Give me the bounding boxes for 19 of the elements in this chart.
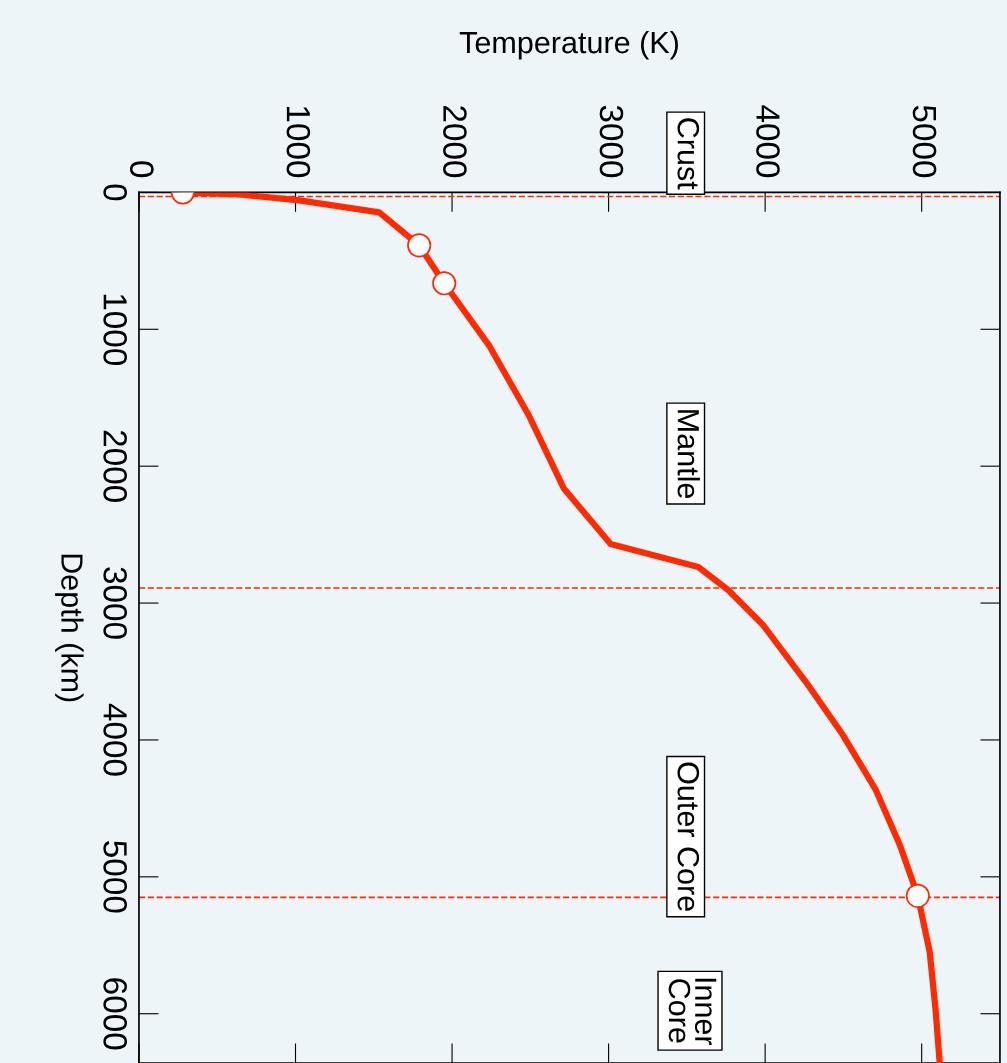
x-tick-label: 5000 <box>912 105 937 178</box>
annotation: Mantle <box>677 410 700 499</box>
x-tick-label: 1000 <box>286 106 311 178</box>
x-tick-label: 4000 <box>756 105 780 178</box>
text: Crust <box>677 118 700 190</box>
y-tick-label: 5000 <box>103 841 127 913</box>
y-axis-title: Depth (km) <box>55 554 84 702</box>
annotation: Outer Core <box>677 762 700 911</box>
y-tick-label: 6000 <box>103 978 127 1050</box>
x-axis-title: Temperature (K) <box>459 30 678 60</box>
x-tick-label: 3000 <box>599 105 624 178</box>
y-tick-label: 3000 <box>103 567 127 639</box>
y-tick-label: 4000 <box>103 703 127 776</box>
annotation: Inner Core <box>668 978 717 1046</box>
y-tick-label: 2000 <box>103 430 127 502</box>
y-tick-label: 1000 <box>103 294 127 366</box>
x-tick-label: 2000 <box>443 106 467 178</box>
y-tick-label: 0 <box>103 184 127 201</box>
x-tick-label: 0 <box>130 161 154 178</box>
